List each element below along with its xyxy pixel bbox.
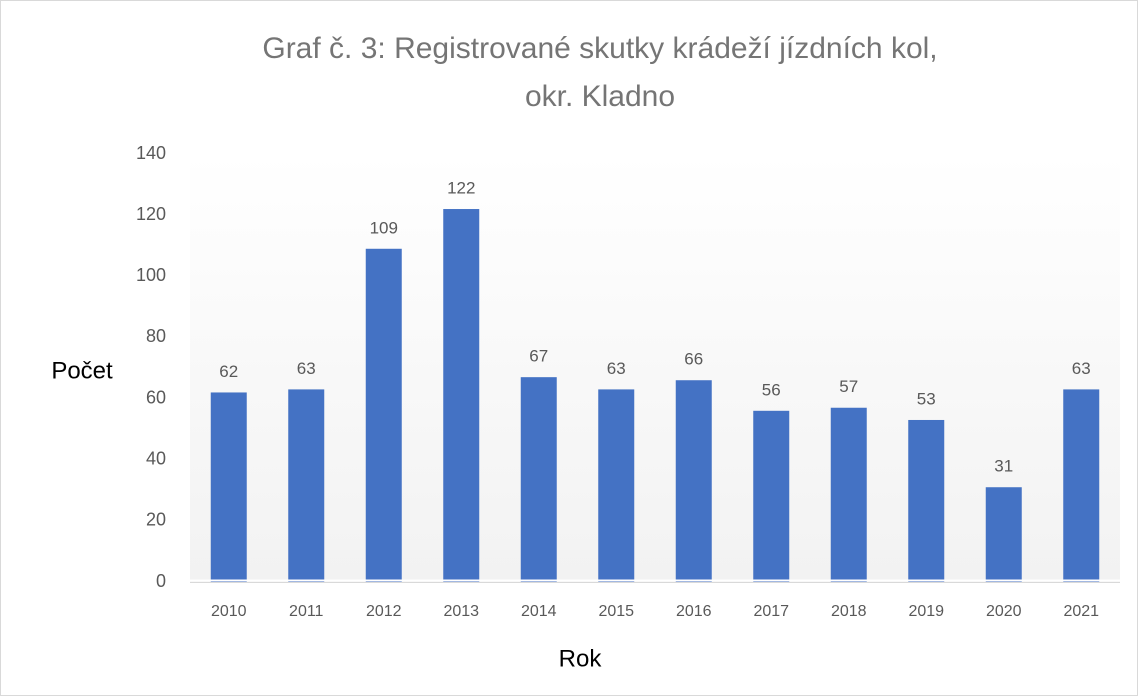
value-label: 62 [219, 362, 238, 381]
bar [675, 380, 712, 582]
bar [753, 410, 790, 582]
value-label: 57 [839, 377, 858, 396]
bar [908, 419, 945, 582]
bar [830, 407, 867, 582]
value-label: 66 [684, 350, 703, 369]
bar [288, 389, 325, 582]
x-tick-label: 2015 [598, 603, 634, 620]
x-tick-label: 2010 [211, 603, 247, 620]
x-tick-label: 2021 [1063, 603, 1099, 620]
x-tick-label: 2019 [908, 603, 944, 620]
bar [598, 389, 635, 582]
value-label: 63 [297, 359, 316, 378]
value-label: 63 [1072, 359, 1091, 378]
bar [365, 248, 402, 582]
y-tick-label: 20 [146, 510, 166, 530]
value-label: 109 [370, 218, 398, 237]
y-tick-label: 80 [146, 326, 166, 346]
bar [985, 487, 1022, 582]
value-label: 53 [917, 389, 936, 408]
y-tick-label: 40 [146, 448, 166, 468]
x-tick-label: 2020 [986, 603, 1022, 620]
x-tick-label: 2016 [676, 603, 712, 620]
value-label: 31 [994, 457, 1013, 476]
value-label: 67 [529, 347, 548, 366]
x-tick-label: 2011 [289, 603, 324, 620]
y-tick-label: 0 [156, 571, 166, 591]
y-axis-title: Počet [51, 357, 113, 384]
x-tick-label: 2017 [753, 603, 789, 620]
plot-area [190, 154, 1120, 582]
value-label: 122 [447, 179, 475, 198]
chart-title: Graf č. 3: Registrované skutky krádeží j… [262, 32, 937, 65]
value-label: 63 [607, 359, 626, 378]
bar [1063, 389, 1100, 582]
x-tick-label: 2012 [366, 603, 402, 620]
bar [210, 392, 247, 582]
x-tick-label: 2014 [521, 603, 557, 620]
bar [443, 209, 480, 582]
x-tick-label: 2018 [831, 603, 867, 620]
y-tick-label: 140 [136, 143, 166, 163]
y-tick-label: 120 [136, 204, 166, 224]
x-tick-label: 2013 [443, 603, 479, 620]
x-axis-title: Rok [559, 645, 603, 672]
bar [520, 377, 557, 582]
value-label: 56 [762, 380, 781, 399]
y-tick-label: 60 [146, 387, 166, 407]
y-tick-label: 100 [136, 265, 166, 285]
chart-title: okr. Kladno [525, 80, 675, 113]
